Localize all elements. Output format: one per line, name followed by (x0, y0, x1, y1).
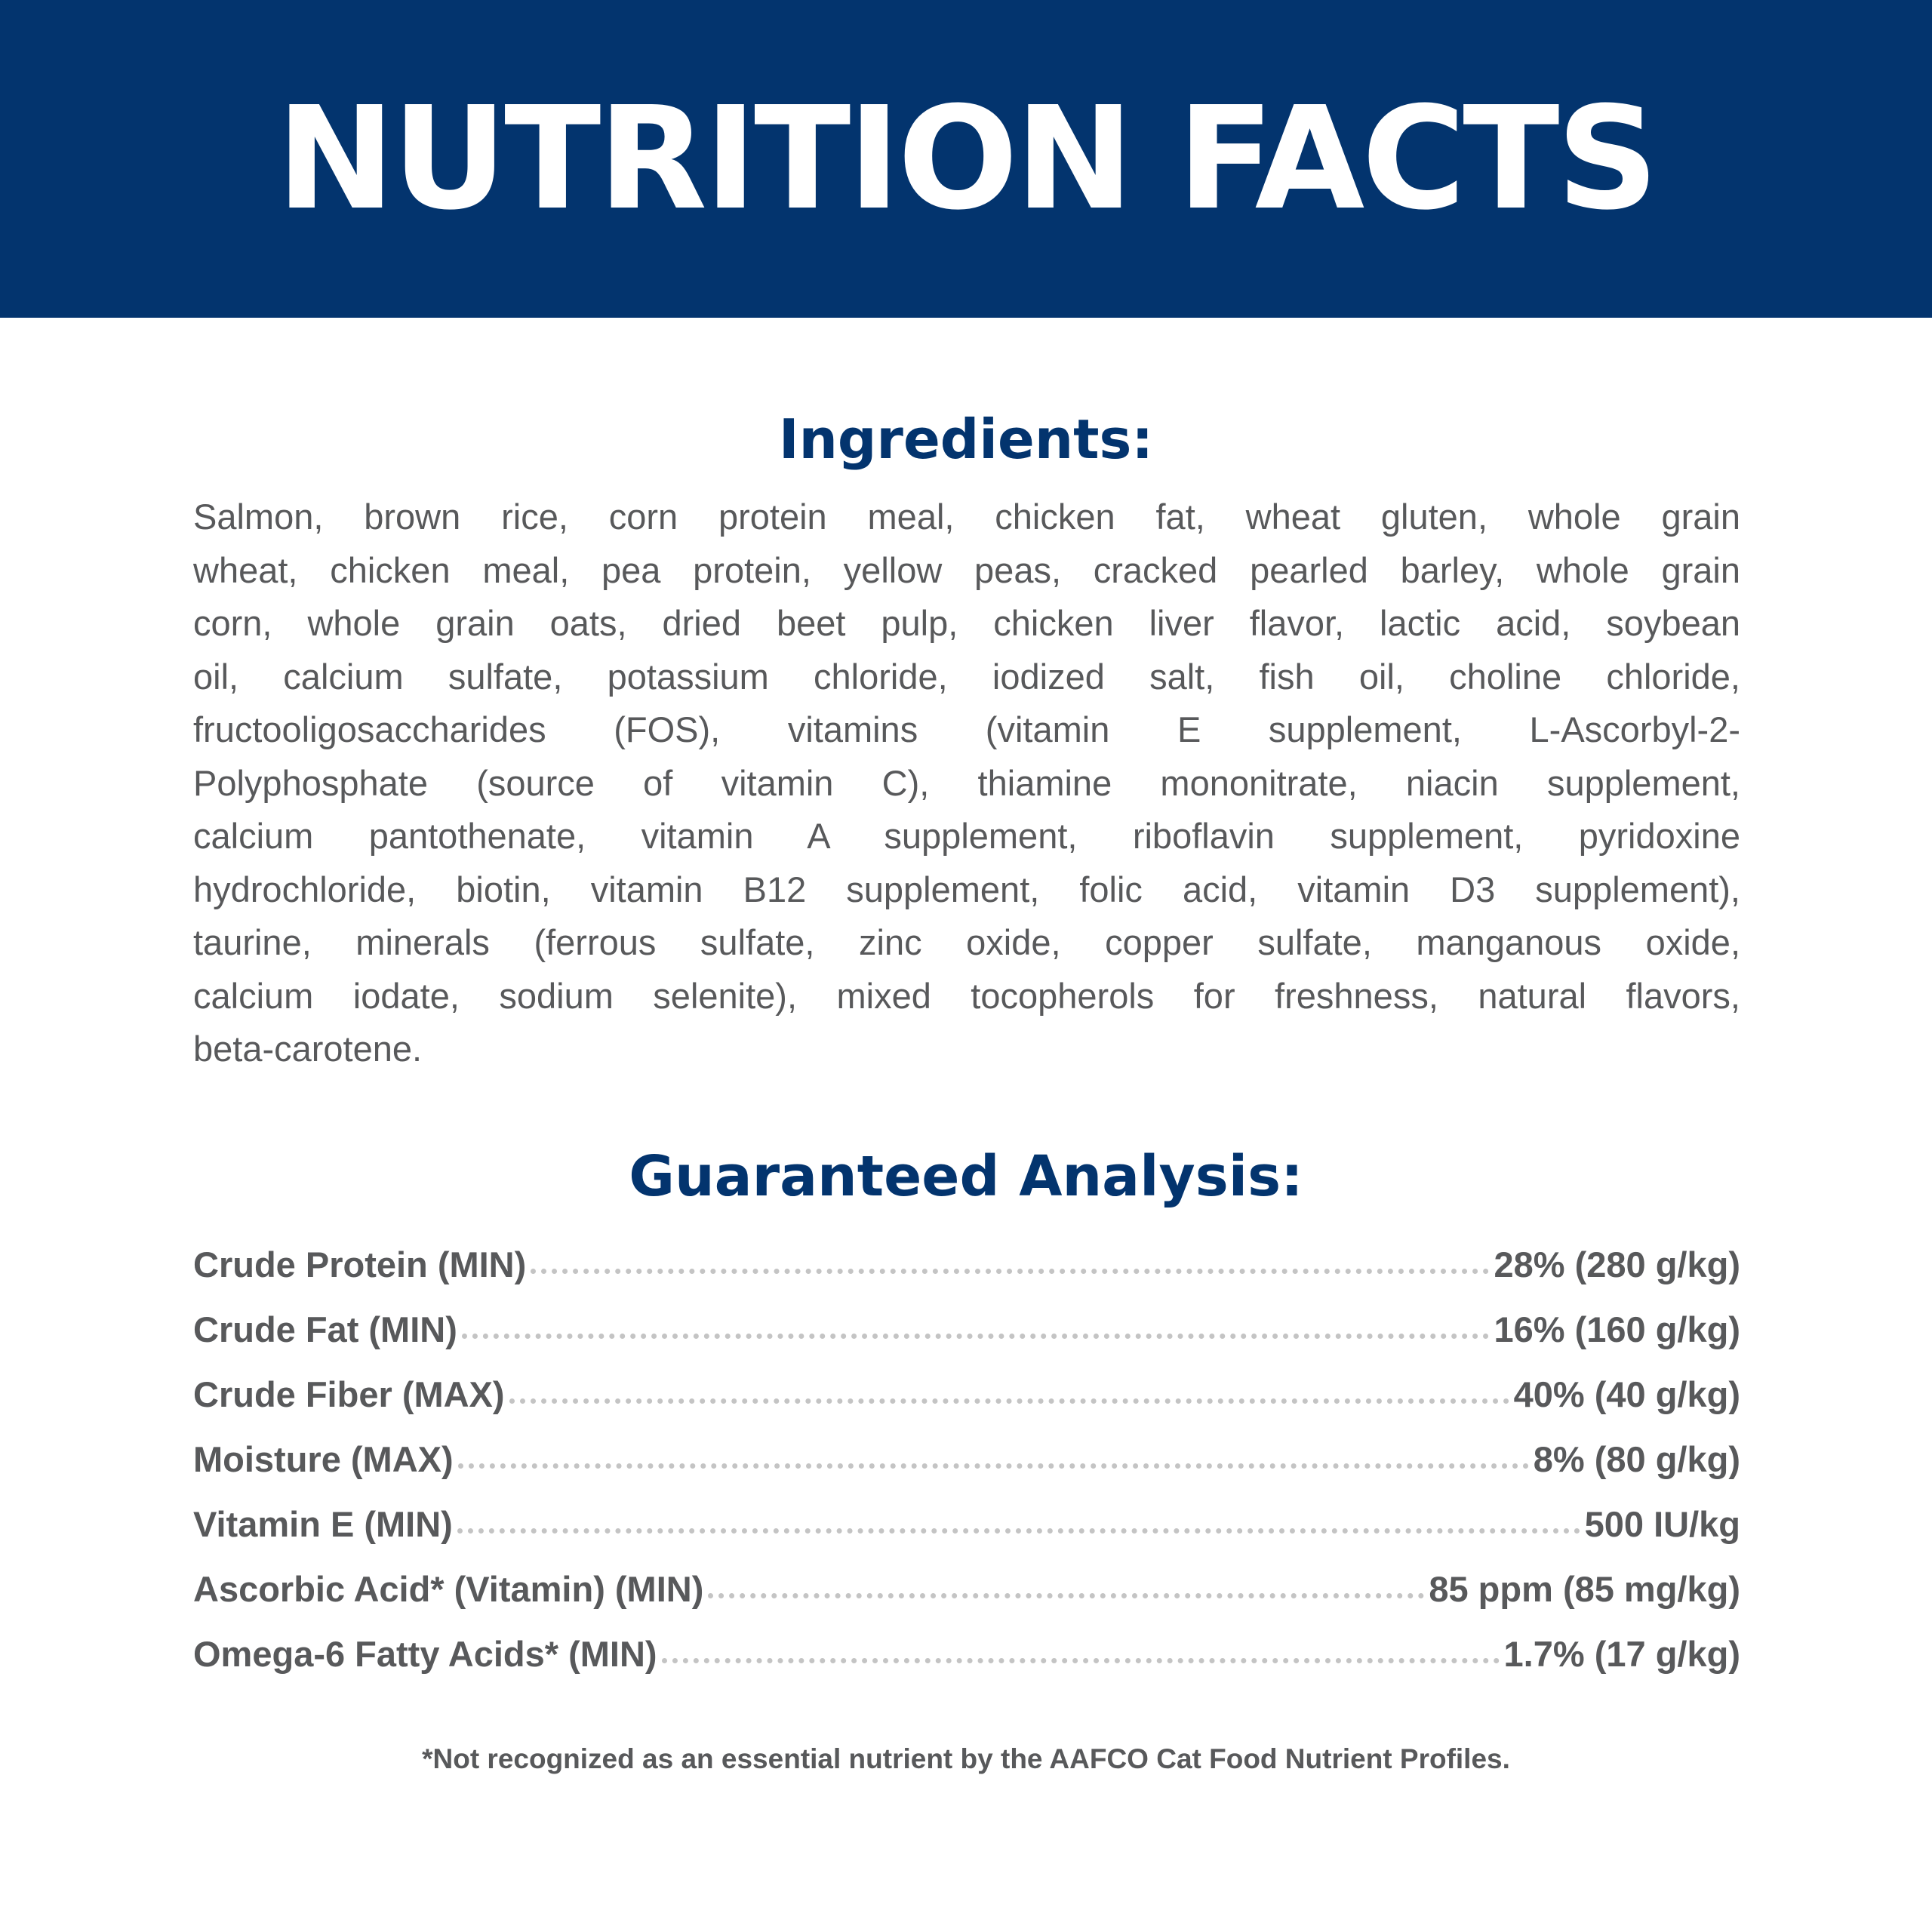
analysis-label: Crude Fat (MIN) (193, 1309, 457, 1349)
analysis-label: Moisture (MAX) (193, 1439, 454, 1479)
analysis-value: 85 ppm (85 mg/kg) (1429, 1569, 1740, 1609)
analysis-row: Moisture (MAX) 8% (80 g/kg) (193, 1438, 1740, 1503)
ingredients-line: hydrochloride, biotin, vitamin B12 suppl… (193, 869, 1740, 909)
ingredients-line: Salmon, brown rice, corn protein meal, c… (193, 497, 1740, 537)
analysis-row: Ascorbic Acid* (Vitamin) (MIN) 85 ppm (85… (193, 1568, 1740, 1633)
dot-leader (708, 1593, 1425, 1598)
ingredients-line: calcium iodate, sodium selenite), mixed … (193, 975, 1740, 1016)
analysis-value: 28% (280 g/kg) (1494, 1244, 1740, 1284)
analysis-value: 8% (80 g/kg) (1533, 1439, 1740, 1479)
analysis-label: Omega-6 Fatty Acids* (MIN) (193, 1634, 657, 1674)
guaranteed-analysis-table: Crude Protein (MIN) 28% (280 g/kg) Crude F… (193, 1244, 1740, 1698)
ingredients-line: corn, whole grain oats, dried beet pulp,… (193, 603, 1740, 643)
analysis-row: Crude Fiber (MAX) 40% (40 g/kg) (193, 1374, 1740, 1438)
ingredients-line: fructooligosaccharides (FOS), vitamins (… (193, 709, 1740, 749)
ingredients-line: wheat, chicken meal, pea protein, yellow… (193, 549, 1740, 590)
ingredients-list: Salmon, brown rice, corn protein meal, c… (193, 491, 1740, 1076)
dot-leader (661, 1658, 1500, 1663)
page-title: NUTRITION FACTS (276, 76, 1659, 242)
analysis-row: Crude Protein (MIN) 28% (280 g/kg) (193, 1244, 1740, 1309)
dot-leader (457, 1463, 1529, 1469)
analysis-label: Crude Fiber (MAX) (193, 1374, 505, 1414)
dot-leader (509, 1398, 1509, 1404)
analysis-label: Crude Protein (MIN) (193, 1244, 527, 1284)
analysis-label: Vitamin E (MIN) (193, 1504, 453, 1544)
ingredients-line: Polyphosphate (source of vitamin C), thi… (193, 762, 1740, 803)
ingredients-line: oil, calcium sulfate, potassium chloride… (193, 656, 1740, 697)
analysis-row: Omega-6 Fatty Acids* (MIN) 1.7% (17 g/kg) (193, 1633, 1740, 1698)
ingredients-heading: Ingredients: (778, 408, 1154, 471)
analysis-value: 500 IU/kg (1584, 1504, 1740, 1544)
footnote: *Not recognized as an essential nutrient… (422, 1743, 1510, 1774)
ingredients-line: calcium pantothenate, vitamin A suppleme… (193, 816, 1740, 856)
analysis-value: 1.7% (17 g/kg) (1503, 1634, 1740, 1674)
ingredients-line: beta-carotene. (193, 1029, 423, 1069)
dot-leader (461, 1334, 1490, 1339)
analysis-row: Vitamin E (MIN) 500 IU/kg (193, 1503, 1740, 1568)
analysis-row: Crude Fat (MIN) 16% (160 g/kg) (193, 1309, 1740, 1374)
dot-leader (457, 1528, 1580, 1534)
ingredients-line: taurine, minerals (ferrous sulfate, zinc… (193, 922, 1740, 962)
dot-leader (531, 1269, 1490, 1274)
guaranteed-analysis-heading: Guaranteed Analysis: (629, 1144, 1303, 1209)
analysis-label: Ascorbic Acid* (Vitamin) (MIN) (193, 1569, 704, 1609)
analysis-value: 40% (40 g/kg) (1513, 1374, 1740, 1414)
analysis-value: 16% (160 g/kg) (1494, 1309, 1740, 1349)
header-banner: NUTRITION FACTS (0, 0, 1932, 318)
